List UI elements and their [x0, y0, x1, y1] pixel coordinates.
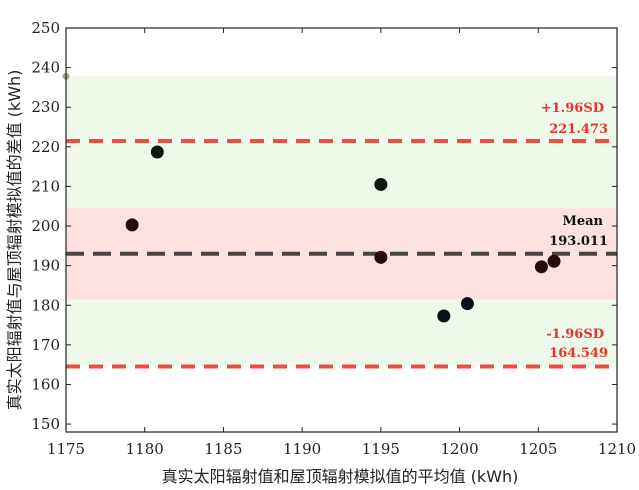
axes — [65, 27, 618, 433]
mean-label: Mean — [562, 214, 603, 229]
y-tick-label: 170 — [31, 336, 60, 354]
y-tick-label: 250 — [31, 19, 60, 37]
reference-lines — [66, 138, 617, 369]
x-tick-label: 1205 — [519, 440, 557, 458]
lower-loa-value: 164.549 — [549, 346, 608, 361]
x-axis-title: 真实太阳辐射值和屋顶辐射模拟值的平均值 (kWh) — [162, 467, 519, 486]
data-point-8 — [547, 254, 561, 268]
band-layer — [66, 76, 617, 367]
tick-labels: 1175 1180 1185 1190 1195 1200 1205 1210 150 160 17… — [31, 19, 636, 458]
lower-loa-label: -1.96SD — [546, 327, 604, 342]
data-point-7 — [534, 260, 548, 274]
upper-loa-value: 221.473 — [549, 122, 608, 137]
x-tick-label: 1180 — [126, 440, 164, 458]
y-tick-label: 160 — [31, 375, 60, 393]
mean-value: 193.011 — [549, 234, 608, 249]
x-tick-label: 1210 — [598, 440, 636, 458]
data-point-6 — [460, 297, 474, 311]
upper-loa-label: +1.96SD — [541, 101, 604, 116]
y-tick-label: 220 — [31, 138, 60, 156]
data-point-4 — [374, 250, 388, 264]
data-point-2 — [150, 145, 164, 159]
x-tick-label: 1185 — [204, 440, 242, 458]
x-tick-label: 1195 — [362, 440, 400, 458]
y-tick-label: 210 — [31, 177, 60, 195]
data-points — [62, 72, 561, 323]
y-axis-title: 真实太阳辐射值与屋顶辐射模拟值的差值 (kWh) — [5, 70, 24, 411]
line-annotations: +1.96SD 221.473 Mean 193.011 -1.96SD 164… — [541, 101, 608, 361]
y-tick-label: 230 — [31, 98, 60, 116]
data-point-5 — [437, 309, 451, 323]
data-point-1 — [125, 218, 139, 232]
plot-frame — [65, 27, 618, 433]
y-tick-label: 200 — [31, 217, 60, 235]
x-tick-label: 1190 — [283, 440, 321, 458]
x-tick-label: 1200 — [440, 440, 478, 458]
x-tick-label: 1175 — [47, 440, 85, 458]
y-tick-label: 150 — [31, 415, 60, 433]
y-tick-label: 190 — [31, 257, 60, 275]
y-tick-label: 240 — [31, 59, 60, 77]
y-tick-label: 180 — [31, 296, 60, 314]
data-point-3 — [374, 177, 388, 191]
